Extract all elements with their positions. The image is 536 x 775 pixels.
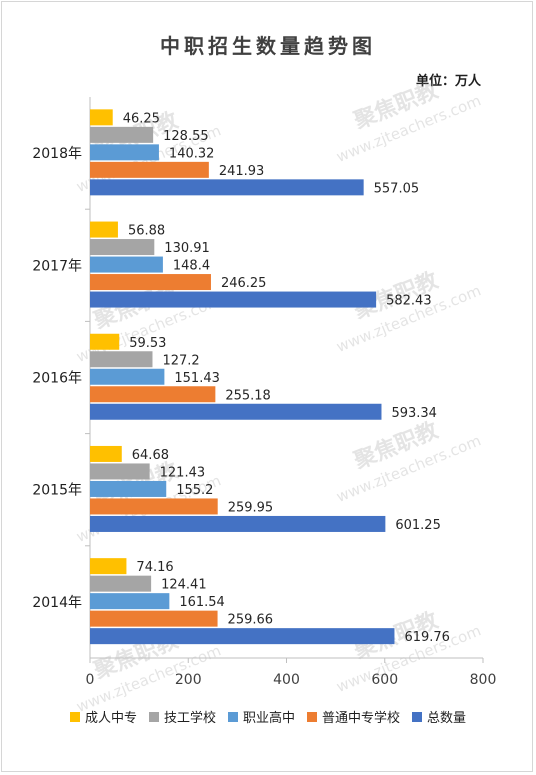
- bar: [90, 463, 150, 480]
- bar: [90, 368, 165, 385]
- legend-label: 总数量: [427, 711, 467, 726]
- category-label: 2018年: [32, 146, 82, 162]
- bar: [90, 126, 154, 143]
- data-label: 151.43: [174, 371, 220, 386]
- bar: [90, 239, 155, 256]
- chart-title: 中职招生数量趋势图: [160, 34, 376, 58]
- bar: [90, 256, 163, 273]
- x-tick-label: 600: [371, 672, 398, 688]
- data-label: 601.25: [395, 518, 441, 533]
- bar: [90, 558, 127, 575]
- data-label: 140.32: [169, 146, 215, 161]
- bar: [90, 498, 218, 515]
- legend-swatch: [69, 711, 80, 722]
- x-tick-label: 400: [273, 672, 300, 688]
- legend-item: 成人中专: [69, 707, 137, 726]
- legend-label: 普通中专学校: [322, 711, 401, 726]
- x-tick-label: 0: [86, 672, 95, 688]
- data-label: 241.93: [219, 164, 265, 179]
- data-label: 246.25: [221, 276, 267, 291]
- category-label: 2015年: [32, 483, 82, 499]
- bar: [90, 109, 113, 126]
- bar: [90, 403, 382, 420]
- data-label: 130.91: [164, 241, 210, 256]
- bar: [90, 575, 152, 592]
- x-tick-label: 200: [175, 672, 202, 688]
- legend-swatch: [307, 711, 317, 722]
- data-label: 255.18: [225, 388, 271, 403]
- legend-item: 普通中专学校: [307, 707, 400, 726]
- bar: [90, 144, 159, 161]
- data-label: 582.43: [386, 294, 432, 309]
- legend: 成人中专 技工学校 职业高中 普通中专学校 总数量: [0, 707, 536, 726]
- bar: [90, 593, 170, 610]
- data-label: 155.2: [176, 483, 213, 498]
- data-label: 259.66: [228, 613, 274, 628]
- bar: [90, 333, 120, 350]
- data-label: 593.34: [391, 406, 437, 421]
- bar: [90, 351, 153, 368]
- data-label: 619.76: [404, 630, 450, 645]
- bar: [90, 161, 209, 178]
- bar: [90, 221, 118, 238]
- data-label: 161.54: [179, 595, 225, 610]
- category-label: 2017年: [32, 258, 82, 274]
- bar: [90, 386, 216, 403]
- category-label: 2014年: [32, 595, 82, 611]
- data-label: 128.55: [163, 129, 209, 144]
- legend-label: 职业高中: [242, 711, 295, 726]
- data-label: 124.41: [161, 578, 207, 593]
- legend-label: 技工学校: [163, 711, 216, 726]
- data-label: 259.95: [228, 500, 274, 515]
- bar: [90, 628, 395, 645]
- data-label: 121.43: [160, 465, 206, 480]
- data-label: 46.25: [123, 111, 160, 126]
- legend-swatch: [148, 711, 159, 722]
- legend-swatch: [412, 711, 423, 722]
- bar: [90, 274, 211, 291]
- legend-item: 技工学校: [148, 707, 216, 726]
- data-label: 64.68: [132, 448, 169, 463]
- data-label: 56.88: [128, 224, 165, 239]
- data-label: 59.53: [129, 336, 166, 351]
- legend-item: 总数量: [412, 707, 466, 726]
- bar: [90, 515, 386, 532]
- bar: [90, 291, 377, 308]
- x-tick-label: 800: [470, 672, 497, 688]
- bar: [90, 480, 167, 497]
- data-label: 148.4: [173, 259, 210, 274]
- data-label: 557.05: [374, 181, 420, 196]
- bar: [90, 179, 364, 196]
- data-label: 127.2: [162, 353, 199, 368]
- unit-label: 单位：万人: [415, 74, 481, 89]
- bar: [90, 610, 218, 627]
- legend-label: 成人中专: [84, 711, 137, 726]
- data-label: 74.16: [136, 560, 173, 575]
- legend-swatch: [227, 711, 238, 722]
- category-label: 2016年: [32, 371, 82, 387]
- legend-item: 职业高中: [227, 707, 295, 726]
- bar: [90, 445, 122, 462]
